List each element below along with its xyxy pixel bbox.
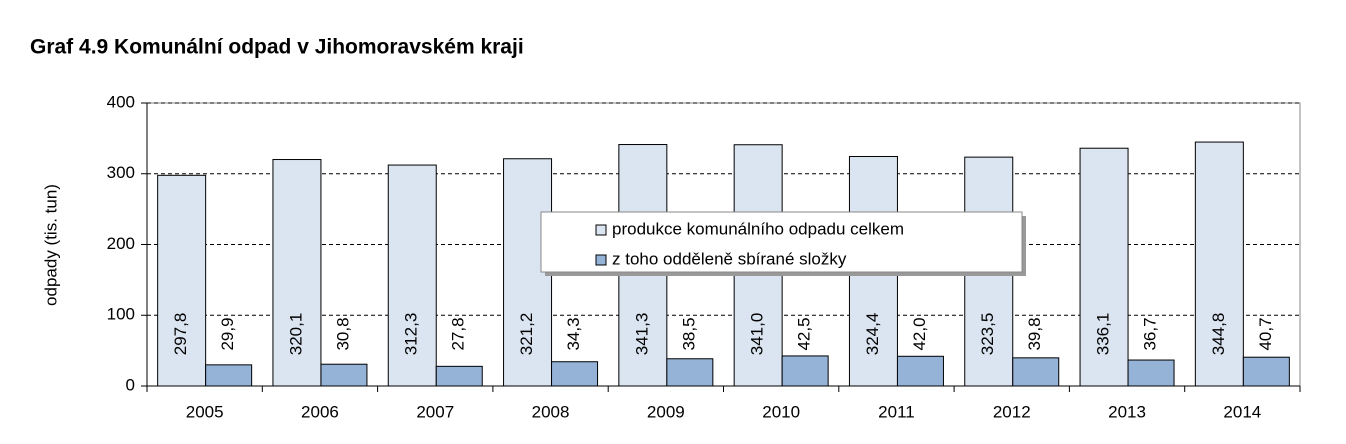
value-label: 323,5 <box>978 313 997 356</box>
bar <box>205 364 253 387</box>
value-label: 336,1 <box>1094 313 1113 356</box>
bar <box>1242 356 1290 387</box>
value-label: 324,4 <box>863 313 882 356</box>
legend-label: z toho odděleně sbírané složky <box>612 249 847 268</box>
x-tick-label: 2011 <box>878 402 915 421</box>
y-tick-label: 400 <box>107 92 135 111</box>
legend-label: produkce komunálního odpadu celkem <box>612 219 904 238</box>
y-tick-label: 100 <box>107 305 135 324</box>
bar <box>157 174 207 387</box>
value-label: 312,3 <box>402 313 421 356</box>
bar <box>781 355 829 387</box>
value-label: 297,8 <box>171 313 190 356</box>
bar <box>320 363 368 387</box>
value-label: 42,0 <box>910 317 929 350</box>
bar <box>272 159 322 387</box>
legend-swatch <box>595 254 607 266</box>
legend <box>540 211 1023 273</box>
value-label: 29,9 <box>218 317 237 350</box>
y-tick-label: 300 <box>107 163 135 182</box>
bar <box>387 164 437 387</box>
x-tick-label: 2006 <box>301 402 339 421</box>
bar <box>896 355 944 387</box>
bar <box>1012 357 1060 387</box>
x-tick-label: 2014 <box>1223 402 1261 421</box>
value-label: 34,3 <box>564 317 583 350</box>
value-label: 39,8 <box>1025 317 1044 350</box>
value-label: 341,0 <box>748 313 767 356</box>
value-label: 36,7 <box>1141 317 1160 350</box>
x-tick-label: 2009 <box>647 402 685 421</box>
x-tick-label: 2005 <box>186 402 224 421</box>
y-tick-label: 200 <box>107 234 135 253</box>
value-label: 27,8 <box>449 317 468 350</box>
x-tick-label: 2007 <box>416 402 454 421</box>
bar <box>666 358 714 387</box>
chart-title: Graf 4.9 Komunální odpad v Jihomoravském… <box>30 36 524 59</box>
x-tick-label: 2010 <box>762 402 800 421</box>
legend-swatch <box>595 224 607 236</box>
value-label: 38,5 <box>679 317 698 350</box>
value-label: 321,2 <box>517 313 536 356</box>
x-tick-label: 2008 <box>532 402 570 421</box>
value-label: 30,8 <box>333 317 352 350</box>
value-label: 320,1 <box>286 313 305 356</box>
y-axis-label: odpady (tis. tun) <box>41 184 60 306</box>
value-label: 42,5 <box>795 317 814 350</box>
x-tick-label: 2012 <box>993 402 1031 421</box>
value-label: 40,7 <box>1256 317 1275 350</box>
value-label: 341,3 <box>632 313 651 356</box>
bar <box>1079 147 1129 387</box>
value-label: 344,8 <box>1209 313 1228 356</box>
bar <box>1127 359 1175 387</box>
x-tick-label: 2013 <box>1108 402 1146 421</box>
bar <box>435 365 483 387</box>
bar <box>1194 141 1244 387</box>
bar <box>551 361 599 387</box>
y-tick-label: 0 <box>126 375 135 394</box>
